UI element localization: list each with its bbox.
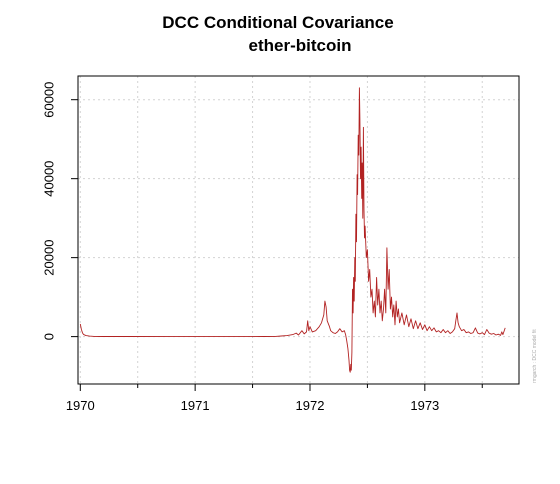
x-tick-label: 1970 [66, 398, 95, 413]
side-note: rmgarch : DCC model fit [532, 329, 538, 383]
y-tick-label: 60000 [41, 82, 56, 118]
series-layer [79, 87, 506, 373]
x-tick-label: 1971 [181, 398, 210, 413]
series-line [79, 87, 506, 373]
y-axis: 0 20000 40000 60000 [41, 82, 78, 340]
x-tick-label: 1973 [410, 398, 439, 413]
x-axis: 1970 1971 1972 1973 [66, 384, 483, 413]
x-tick-label: 1972 [296, 398, 325, 413]
chart-subtitle: ether-bitcoin [249, 36, 352, 55]
plot-frame [77, 75, 520, 385]
y-tick-label: 40000 [41, 161, 56, 197]
y-tick-label: 20000 [41, 240, 56, 276]
grid [78, 76, 519, 384]
chart-title: DCC Conditional Covariance [162, 13, 393, 32]
y-tick-label: 0 [41, 333, 56, 340]
